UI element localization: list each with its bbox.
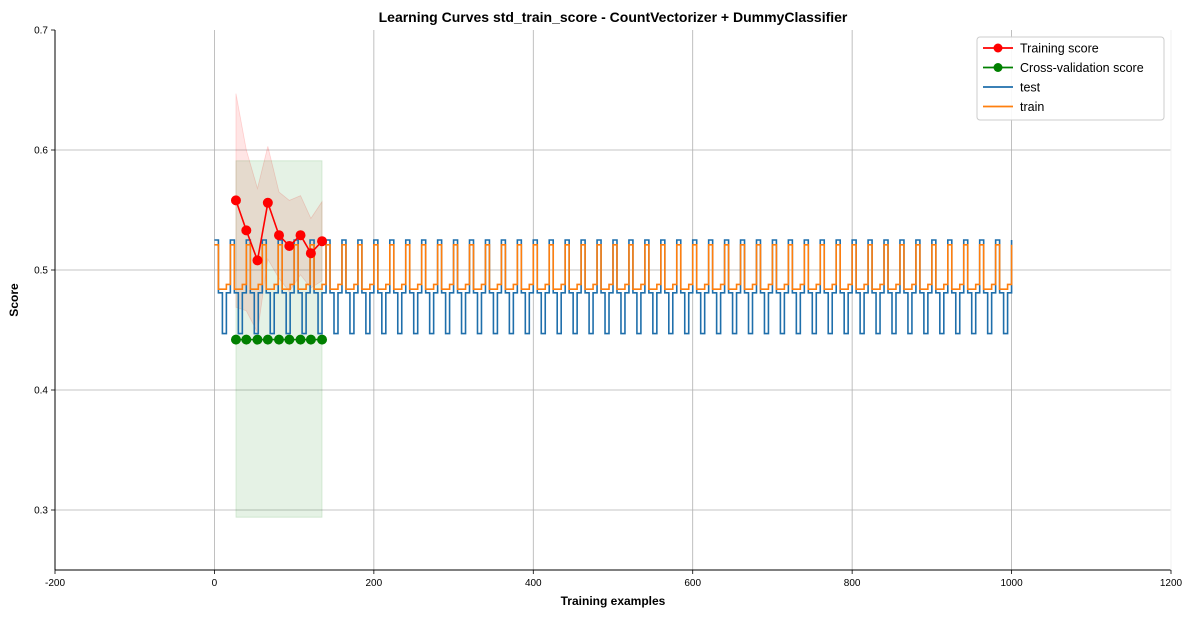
- training-score-point: [252, 255, 263, 266]
- chart-title: Learning Curves std_train_score - CountV…: [379, 9, 848, 25]
- legend: Training score Cross-validation score test…: [976, 36, 1165, 121]
- cv-score-point: [273, 334, 284, 345]
- y-tick-label: 0.4: [34, 386, 48, 397]
- cv-score-point: [295, 334, 306, 345]
- axes: [54, 30, 1172, 571]
- training-score-point: [241, 225, 252, 236]
- training-score-point: [284, 241, 295, 251]
- cv-score-point: [305, 334, 316, 345]
- legend-box: [976, 36, 1165, 121]
- score-series: [230, 195, 328, 345]
- cv-score-point: [262, 334, 273, 345]
- training-score-point: [295, 230, 306, 241]
- x-tick-label: 0: [212, 578, 218, 589]
- x-axis-title: Training examples: [561, 594, 666, 608]
- cv-score-point: [317, 334, 328, 345]
- y-tick-label: 0.7: [34, 26, 48, 37]
- legend-training-score-label: Training score: [1020, 42, 1099, 56]
- x-tick-label: 600: [684, 578, 701, 589]
- tick-labels: -200 0 200 400 600 800 1000 1200 0.3 0.4 0.5 0.6 0.7: [34, 26, 1182, 590]
- y-tick-label: 0.3: [34, 506, 48, 517]
- legend-cv-score-marker: [993, 63, 1003, 72]
- training-score-point: [262, 197, 273, 208]
- y-axis-title: Score: [7, 283, 21, 317]
- training-score-point: [317, 236, 328, 247]
- train-series-line: [214, 244, 1013, 290]
- x-tick-label: -200: [45, 578, 65, 589]
- x-tick-label: 400: [525, 578, 542, 589]
- y-tick-label: 0.6: [34, 146, 48, 157]
- cv-score-point: [252, 334, 263, 345]
- x-tick-label: 800: [844, 578, 861, 589]
- y-tick-label: 0.5: [34, 266, 48, 277]
- legend-train-label: train: [1020, 100, 1044, 114]
- legend-cv-score-label: Cross-validation score: [1020, 61, 1144, 75]
- cv-score-point: [284, 334, 295, 345]
- test-series-line: [214, 239, 1013, 335]
- training-score-point: [273, 230, 284, 241]
- step-series: [214, 239, 1013, 335]
- x-tick-label: 1200: [1160, 578, 1183, 589]
- grid: [55, 30, 1171, 570]
- legend-training-score-marker: [993, 43, 1003, 53]
- legend-test-label: test: [1020, 81, 1041, 95]
- training-score-point: [305, 248, 316, 259]
- training-score-point: [230, 195, 241, 206]
- x-tick-label: 200: [366, 578, 383, 589]
- x-tick-label: 1000: [1000, 578, 1023, 589]
- cv-score-point: [230, 334, 241, 345]
- cv-score-point: [241, 334, 252, 345]
